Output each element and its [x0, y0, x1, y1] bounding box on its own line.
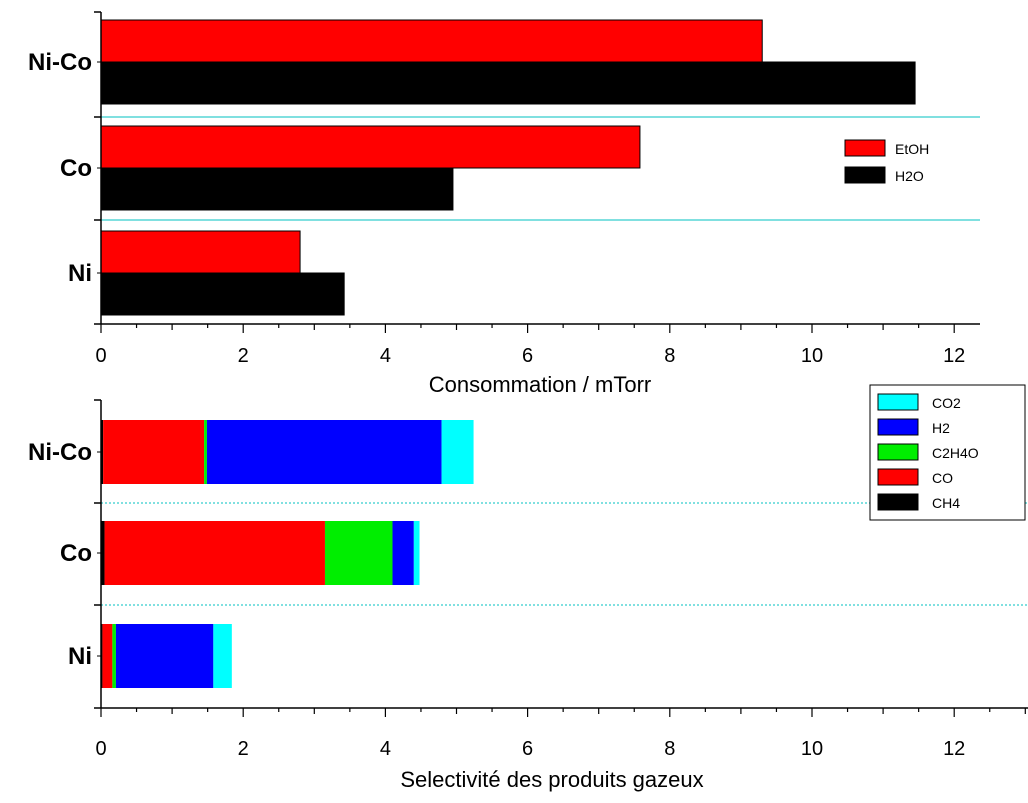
panel2-category-label: Ni-Co [28, 439, 92, 466]
panel1-bar-ni-co-h2o [100, 61, 916, 105]
panel2-bar-ni-co-ch4 [101, 420, 104, 484]
panel2-legend-label: C2H4O [932, 445, 979, 461]
panel2-x-tick-label: 10 [801, 738, 823, 760]
panel1-x-axis-label: Consommation / mTorr [429, 372, 652, 397]
panel2-bar-ni-co-h2 [206, 420, 442, 484]
panel1-x-tick-label: 2 [238, 345, 249, 367]
panel1-x-tick-label: 12 [943, 345, 965, 367]
panel2-category-label: Ni [68, 643, 92, 670]
panel2-bar-co-co [104, 521, 325, 585]
panel1-legend-label: EtOH [895, 141, 929, 157]
panel2-x-tick-label: 12 [943, 738, 965, 760]
panel1-bar-co-etoh [100, 125, 641, 169]
panel2-bar-ni-co-co2 [441, 420, 474, 484]
panel2-bar-ni-h2 [115, 624, 214, 688]
panel2-legend-swatch-co2 [877, 393, 919, 411]
panel1-category-label: Ni-Co [28, 49, 92, 76]
panel2-legend-swatch-h2 [877, 418, 919, 436]
panel2-x-axis-label: Selectivité des produits gazeux [400, 767, 703, 792]
panel1-x-tick-label: 6 [522, 345, 533, 367]
panel2-bar-ni-co-c2h4o [204, 420, 207, 484]
panel2-legend-label: CH4 [932, 495, 960, 511]
panel2-bar-co-ch4 [101, 521, 105, 585]
panel1-legend-label: H2O [895, 168, 924, 184]
panel1-bar-co-h2o [100, 167, 454, 211]
panel1-legend-swatch-etoh [844, 139, 886, 157]
panel1-x-tick-label: 0 [95, 345, 106, 367]
panel2-bar-co-c2h4o [324, 521, 393, 585]
panel1-category-label: Ni [68, 260, 92, 287]
panel2-x-tick-label: 8 [664, 738, 675, 760]
panel1-category-label: Co [60, 155, 92, 182]
panel2-legend-swatch-co [877, 468, 919, 486]
panel1-x-tick-label: 10 [801, 345, 823, 367]
panel1-x-tick-label: 4 [380, 345, 391, 367]
panel2-legend-label: CO2 [932, 395, 961, 411]
panel2-legend-label: H2 [932, 420, 950, 436]
panel2-category-label: Co [60, 540, 92, 567]
panel2-x-tick-label: 2 [238, 738, 249, 760]
panel1-bar-ni-h2o [100, 272, 345, 316]
panel1-legend-swatch-h2o [844, 166, 886, 184]
panel2-x-tick-label: 4 [380, 738, 391, 760]
panel1-bar-ni-co-etoh [100, 19, 763, 63]
panel1-x-tick-label: 8 [664, 345, 675, 367]
panel2-legend-swatch-ch4 [877, 493, 919, 511]
panel2-x-tick-label: 6 [522, 738, 533, 760]
panel2-legend-swatch-c2h4o [877, 443, 919, 461]
panel2-bar-ni-co [102, 624, 113, 688]
panel2-bar-ni-co2 [213, 624, 232, 688]
panel1-bar-ni-etoh [100, 230, 301, 274]
panel2-bar-ni-co-co [103, 420, 205, 484]
panel2-x-tick-label: 0 [95, 738, 106, 760]
panel2-bar-co-co2 [413, 521, 420, 585]
panel2-bar-ni-c2h4o [112, 624, 116, 688]
panel2-bar-co-h2 [392, 521, 414, 585]
panel2-legend-label: CO [932, 470, 953, 486]
